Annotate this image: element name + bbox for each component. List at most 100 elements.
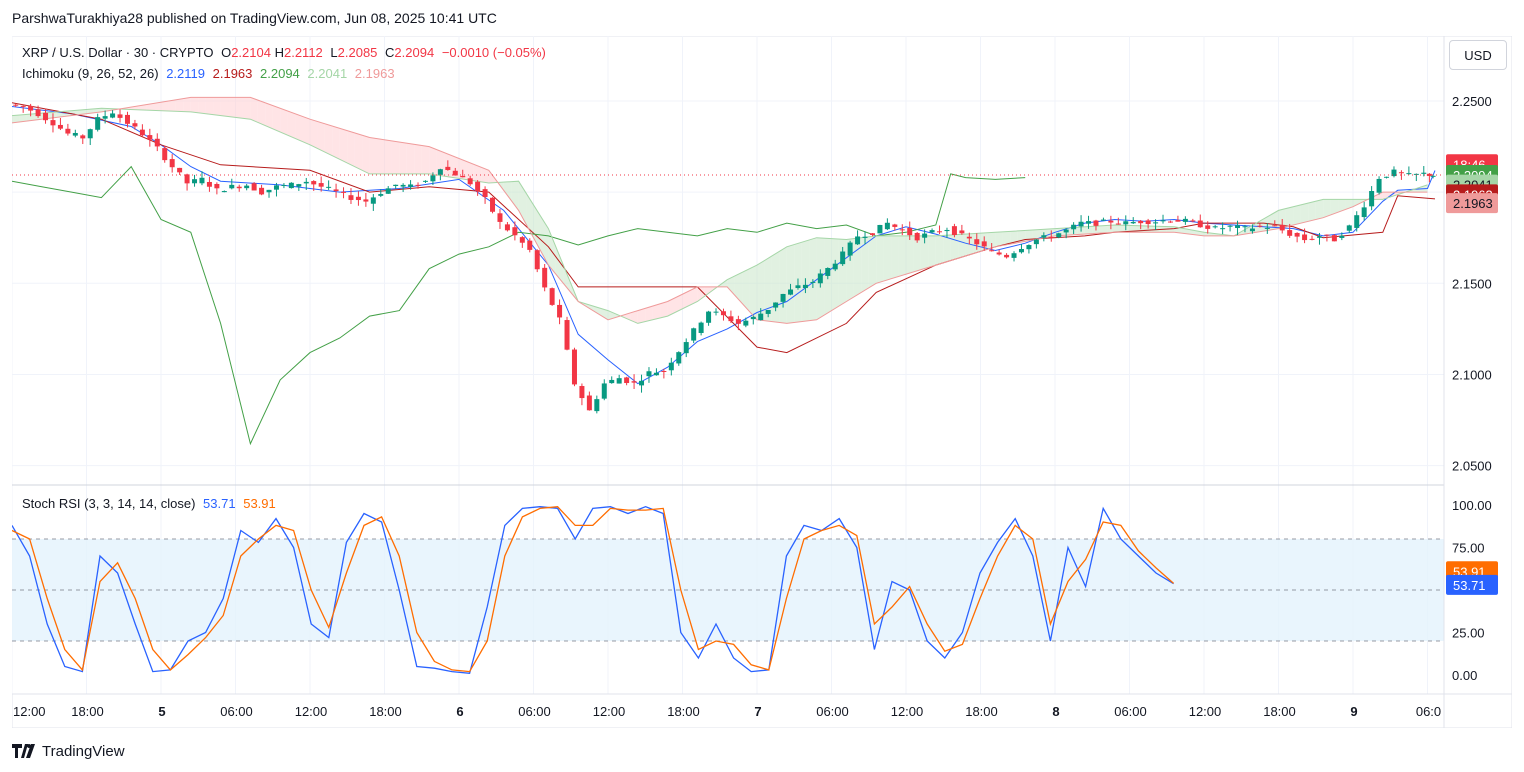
stoch-legend[interactable]: Stoch RSI (3, 3, 14, 14, close) 53.71 53… xyxy=(22,496,280,511)
candle xyxy=(892,223,898,231)
candle xyxy=(884,218,890,231)
candle xyxy=(415,182,421,189)
cloud-segment xyxy=(1114,224,1123,233)
cloud-segment xyxy=(891,235,899,279)
ichimoku-spanB-value: 2.1963 xyxy=(354,66,395,81)
candle xyxy=(735,315,741,331)
candle xyxy=(1033,238,1039,249)
cloud-segment xyxy=(242,97,251,120)
svg-text:53.71: 53.71 xyxy=(1453,578,1486,593)
price-axis[interactable]: 2.2500 2.1500 2.1000 2.0500 xyxy=(1452,94,1492,474)
ichimoku-legend[interactable]: Ichimoku (9, 26, 52, 26) 2.2119 2.1963 2… xyxy=(22,66,399,81)
price-badges: 2.211918:462.20942.20412.19632.196353.91… xyxy=(1446,154,1498,595)
candle xyxy=(326,180,332,190)
candle xyxy=(1354,211,1360,232)
stoch-tick-label: 100.00 xyxy=(1452,498,1492,513)
cloud-segment xyxy=(749,265,757,320)
candle xyxy=(758,308,764,321)
cloud-segment xyxy=(19,114,27,122)
cloud-segment xyxy=(943,234,951,263)
candle xyxy=(296,183,302,191)
time-tick-label: 9 xyxy=(1350,704,1357,719)
cloud-segment xyxy=(1375,192,1383,200)
cloud-segment xyxy=(734,272,743,304)
ichimoku-conversion-line xyxy=(12,106,1436,385)
symbol-title[interactable]: XRP / U.S. Dollar · 30 · CRYPTO xyxy=(22,45,214,60)
cloud-segment xyxy=(377,138,385,174)
ichimoku-lagging-span xyxy=(12,165,1026,446)
cloud-segment xyxy=(771,251,780,323)
cloud-segment xyxy=(317,121,325,153)
cloud-segment xyxy=(906,235,914,275)
candle xyxy=(1421,166,1427,177)
cloud-segment xyxy=(861,236,869,293)
cloud-segment xyxy=(667,297,676,317)
candle xyxy=(1160,214,1166,224)
candle xyxy=(303,177,309,190)
candle xyxy=(780,293,786,308)
cloud-segment xyxy=(913,235,921,272)
price-badge: 2.1963 xyxy=(1446,193,1498,214)
cloud-segment xyxy=(466,161,474,181)
branding[interactable]: TradingView xyxy=(12,740,125,762)
time-tick-label: 5 xyxy=(158,704,165,719)
candle xyxy=(877,224,883,234)
cloud-segment xyxy=(459,158,467,180)
cloud-segment xyxy=(175,98,184,112)
candle xyxy=(341,187,347,199)
candle xyxy=(1212,225,1218,229)
candle xyxy=(385,186,391,194)
price-tick-label: 2.2500 xyxy=(1452,94,1492,109)
cloud-segment xyxy=(257,100,266,126)
candle xyxy=(579,383,585,406)
stoch-axis[interactable]: 100.00 75.00 25.00 0.00 xyxy=(1452,498,1492,683)
candle xyxy=(951,223,957,238)
cloud-segment xyxy=(757,260,765,321)
cloud-segment xyxy=(1412,187,1421,193)
price-tick-label: 2.0500 xyxy=(1452,459,1492,474)
cloud-segment xyxy=(511,181,519,211)
cloud-segment xyxy=(682,290,690,309)
chart-canvas[interactable]: 2.2500 2.1500 2.1000 2.0500 100.00 75.00 25.0… xyxy=(12,36,1512,728)
cloud-segment xyxy=(324,123,333,156)
cloud-segment xyxy=(1315,199,1324,220)
candle xyxy=(162,145,168,163)
cloud-segment xyxy=(704,286,713,297)
ichimoku-label[interactable]: Ichimoku (9, 26, 52, 26) xyxy=(22,66,159,81)
open-value: 2.2104 xyxy=(231,45,271,60)
candle xyxy=(765,310,771,318)
stoch-label[interactable]: Stoch RSI (3, 3, 14, 14, close) xyxy=(22,496,196,511)
candle xyxy=(1294,232,1300,243)
cloud-segment xyxy=(1338,199,1346,213)
currency-button[interactable]: USD xyxy=(1449,40,1507,70)
cloud-segment xyxy=(600,308,608,320)
stoch-d-value: 53.91 xyxy=(243,496,276,511)
cloud-segment xyxy=(637,308,646,324)
candle xyxy=(1018,243,1024,254)
candle xyxy=(1346,224,1352,234)
symbol-legend[interactable]: XRP / U.S. Dollar · 30 · CRYPTO O2.2104 … xyxy=(22,45,550,60)
cloud-segment xyxy=(198,97,206,114)
candle xyxy=(1235,220,1241,236)
cloud-segment xyxy=(220,97,229,117)
time-axis[interactable]: 12:00 18:00 5 06:00 12:00 18:00 6 06:00 12:00 18:… xyxy=(13,704,1441,719)
candle xyxy=(981,236,987,251)
cloud-segment xyxy=(190,97,199,113)
candle xyxy=(1063,228,1069,239)
cloud-segment xyxy=(853,237,862,297)
candle xyxy=(214,182,220,195)
candle xyxy=(266,189,272,198)
cloud-segment xyxy=(563,265,571,293)
candle xyxy=(430,172,436,186)
candle xyxy=(1361,201,1367,221)
candle xyxy=(639,374,645,393)
candle xyxy=(1086,215,1092,229)
candle xyxy=(318,176,324,192)
time-tick-label: 7 xyxy=(754,704,761,719)
stoch-tick-label: 0.00 xyxy=(1452,668,1477,683)
candle xyxy=(13,103,19,108)
close-label: C xyxy=(385,45,395,60)
candle xyxy=(1130,217,1136,224)
cloud-segment xyxy=(1025,229,1033,242)
cloud-segment xyxy=(965,233,974,256)
